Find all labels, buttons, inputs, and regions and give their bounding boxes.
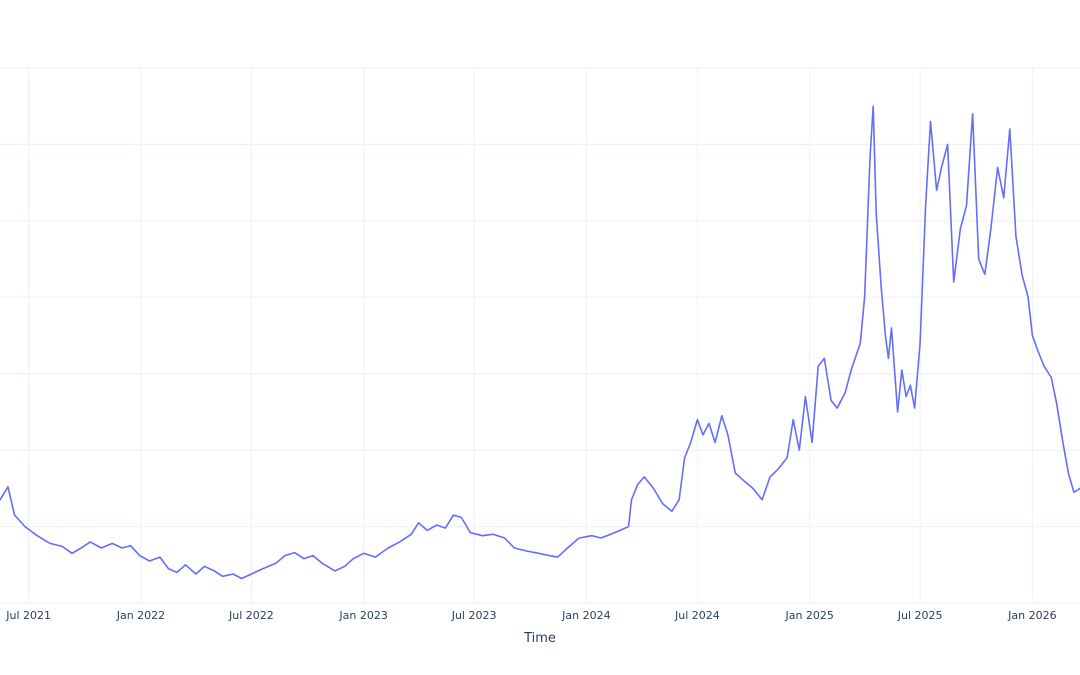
- x-tick-label: Jan 2023: [338, 609, 387, 622]
- x-tick-label: Jul 2025: [897, 609, 943, 622]
- x-tick-label: Jan 2025: [784, 609, 833, 622]
- x-tick-label: Jul 2024: [674, 609, 720, 622]
- y-gridlines: [0, 67, 1080, 528]
- series-layer: [0, 105, 1080, 580]
- x-tick-label: Jan 2026: [1007, 609, 1056, 622]
- x-axis-title: Time: [523, 631, 556, 646]
- x-tick-label: Jan 2022: [116, 609, 165, 622]
- x-gridlines: [28, 68, 1033, 603]
- series-line-0: [0, 105, 1080, 580]
- x-tick-label: Jul 2021: [5, 609, 51, 622]
- x-tick-label: Jul 2023: [451, 609, 497, 622]
- x-tick-label: Jul 2022: [228, 609, 274, 622]
- x-tick-label: Jan 2024: [561, 609, 610, 622]
- x-tick-labels: Jul 2021 Jan 2022 Jul 2022 Jan 2023 Jul 2023…: [5, 609, 1056, 622]
